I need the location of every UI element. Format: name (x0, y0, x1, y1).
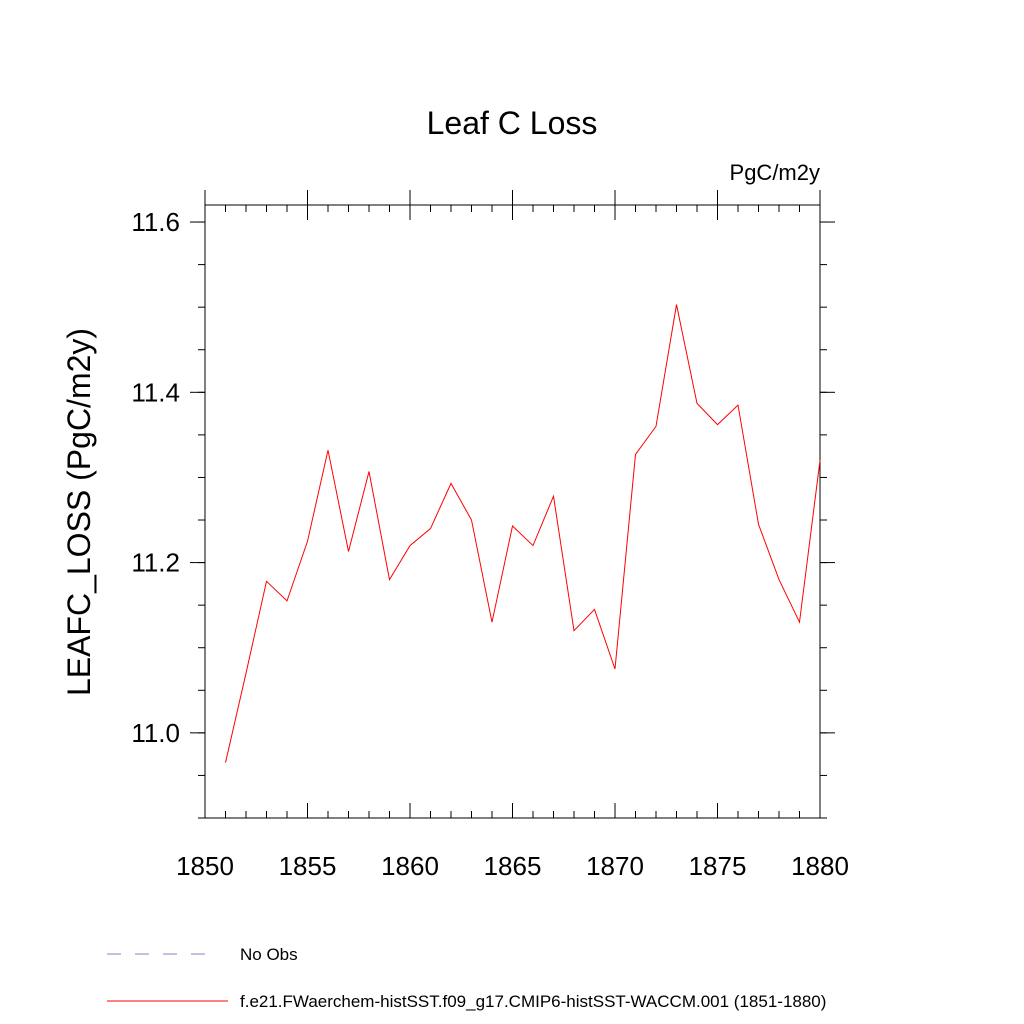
y-tick-label: 11.4 (131, 377, 180, 407)
y-tick-label: 11.6 (131, 207, 180, 237)
legend: No Obs f.e21.FWaerchem-histSST.f09_g17.C… (107, 945, 826, 1011)
chart-title: Leaf C Loss (427, 105, 598, 141)
x-tick-label: 1860 (381, 851, 439, 881)
x-tick-label: 1850 (176, 851, 234, 881)
plot-frame (204, 204, 821, 819)
legend-label-no-obs: No Obs (240, 945, 298, 964)
x-tick-label: 1880 (791, 851, 849, 881)
axis-ticks: 1850 1855 1860 1865 1870 1875 1880 11.0 11.2 11.4… (131, 190, 849, 881)
x-tick-label: 1875 (689, 851, 747, 881)
x-tick-label: 1855 (279, 851, 337, 881)
units-label: PgC/m2y (730, 160, 820, 185)
series-layer (225, 304, 821, 763)
legend-label-model: f.e21.FWaerchem-histSST.f09_g17.CMIP6-hi… (240, 992, 826, 1011)
series-line-0 (225, 304, 821, 763)
y-axis-label: LEAFC_LOSS (PgC/m2y) (61, 328, 97, 696)
y-tick-label: 11.2 (131, 548, 180, 578)
y-tick-label: 11.0 (131, 718, 180, 748)
x-tick-label: 1865 (484, 851, 542, 881)
x-tick-label: 1870 (586, 851, 644, 881)
